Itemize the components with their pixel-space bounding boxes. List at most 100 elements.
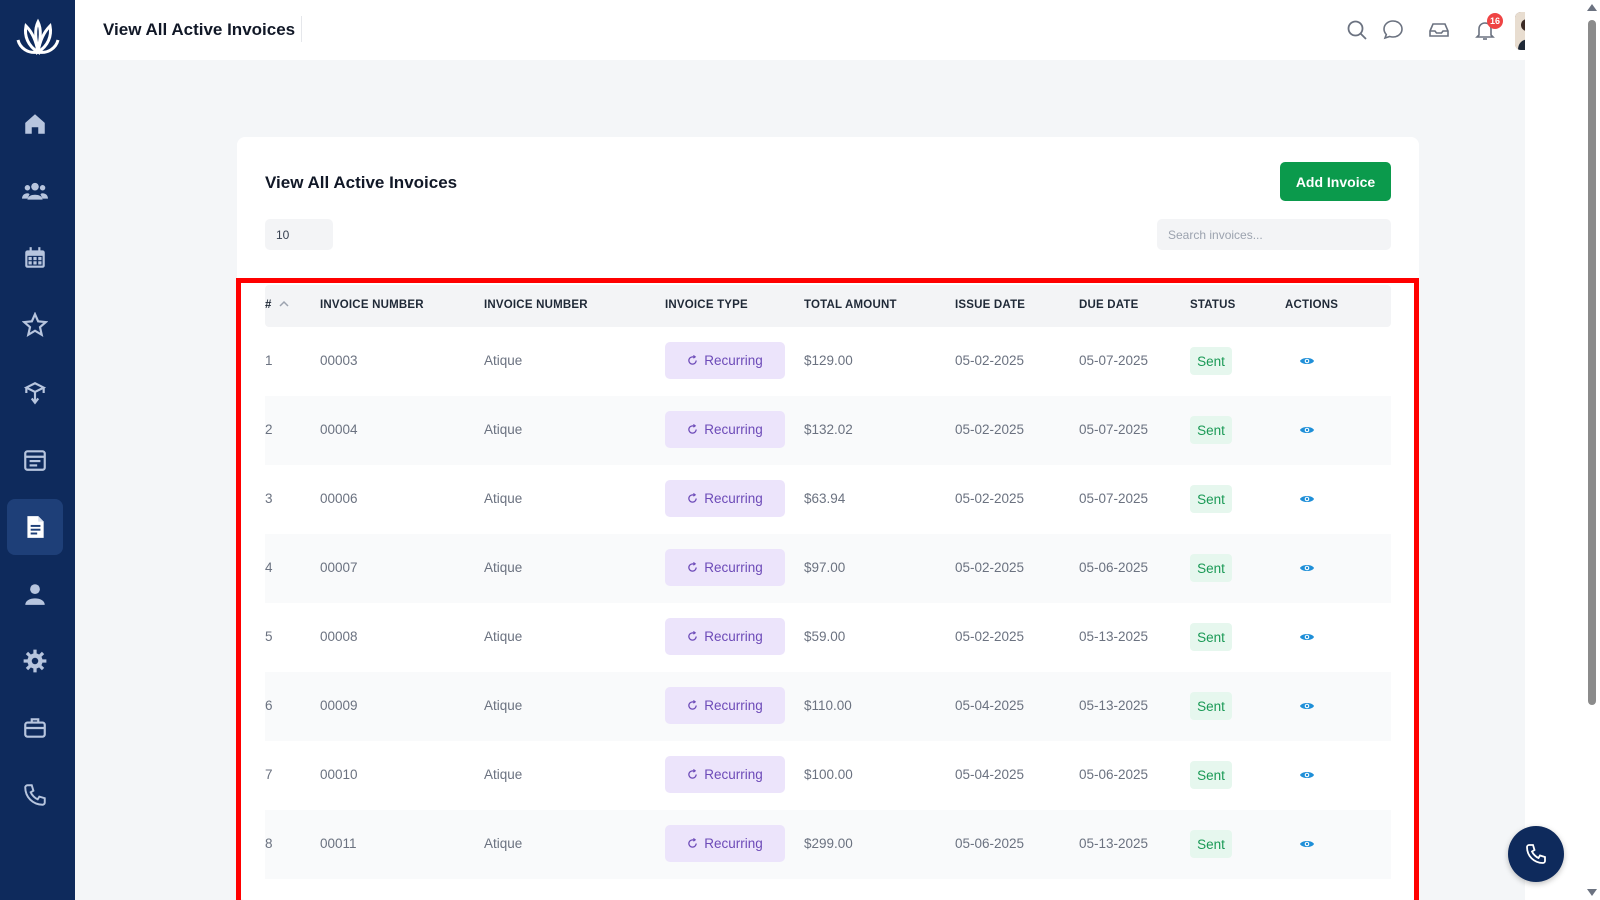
sidebar-item-schedule[interactable] [7, 432, 63, 488]
cell-due-date: 05-13-2025 [1079, 698, 1149, 713]
cell-index: 2 [265, 422, 273, 437]
recurring-icon [688, 769, 698, 779]
eye-icon [1300, 565, 1314, 571]
inbox-icon[interactable] [1427, 18, 1451, 42]
column-header-invoice-number[interactable]: INVOICE NUMBER [320, 299, 424, 311]
call-button[interactable] [1508, 826, 1564, 882]
invoice-type-badge: Recurring [665, 342, 785, 379]
scroll-down-arrow-icon[interactable] [1587, 889, 1597, 896]
column-header-actions: ACTIONS [1285, 299, 1339, 311]
cell-total-amount: $63.94 [804, 491, 846, 506]
view-invoice-button[interactable] [1298, 559, 1316, 577]
sidebar-item-jobs[interactable] [7, 700, 63, 756]
invoice-type-label: Recurring [704, 629, 763, 644]
invoice-icon [27, 516, 44, 538]
user-icon [25, 584, 45, 605]
scrollbar[interactable] [1584, 0, 1600, 900]
recurring-icon [688, 562, 698, 572]
sidebar-item-invoices[interactable] [7, 499, 63, 555]
sidebar-item-calendar[interactable] [7, 230, 63, 286]
cell-total-amount: $110.00 [804, 698, 852, 713]
column-header-status[interactable]: STATUS [1190, 299, 1236, 311]
phone-icon [24, 784, 46, 806]
recurring-icon [688, 424, 698, 434]
add-invoice-button[interactable]: Add Invoice [1280, 162, 1391, 201]
eye-icon [1300, 841, 1314, 847]
cell-due-date: 05-07-2025 [1079, 353, 1149, 368]
invoice-type-label: Recurring [704, 353, 763, 368]
column-header-total-amount[interactable]: TOTAL AMOUNT [804, 299, 897, 311]
view-invoice-button[interactable] [1298, 352, 1316, 370]
sidebar-item-home[interactable] [7, 96, 63, 152]
invoice-type-badge: Recurring [665, 549, 785, 586]
status-badge: Sent [1190, 416, 1232, 444]
invoice-type-label: Recurring [704, 767, 763, 782]
sidebar-item-profile[interactable] [7, 566, 63, 622]
recurring-icon [688, 700, 698, 710]
invoice-type-badge: Recurring [665, 618, 785, 655]
status-badge: Sent [1190, 554, 1232, 582]
cell-client: Atique [484, 491, 523, 506]
table-row: 3 00006 Atique $63.94 05-02-2025 05-07-2025 Re… [265, 465, 1391, 534]
cell-total-amount: $97.00 [804, 560, 846, 575]
cell-due-date: 05-13-2025 [1079, 629, 1149, 644]
column-header-invoice-type[interactable]: INVOICE TYPE [665, 299, 748, 311]
cell-total-amount: $132.02 [804, 422, 853, 437]
sidebar [0, 0, 75, 900]
card-title: View All Active Invoices [265, 173, 458, 192]
sidebar-item-products[interactable] [7, 365, 63, 421]
view-invoice-button[interactable] [1298, 766, 1316, 784]
invoice-type-label: Recurring [704, 491, 763, 506]
top-header: View All Active Invoices [75, 0, 1525, 60]
box-icon [23, 382, 47, 405]
cell-index: 4 [265, 560, 273, 575]
invoice-type-badge: Recurring [665, 825, 785, 862]
table-row: 7 00010 Atique $100.00 05-04-2025 05-06-2025 R… [265, 741, 1391, 810]
view-invoice-button[interactable] [1298, 421, 1316, 439]
cell-client: Atique [484, 353, 523, 368]
schedule-icon [24, 450, 46, 471]
users-icon [22, 182, 48, 200]
view-invoice-button[interactable] [1298, 490, 1316, 508]
sidebar-item-calls[interactable] [7, 767, 63, 823]
bell-icon[interactable] [1473, 18, 1497, 42]
search-icon[interactable] [1345, 18, 1369, 42]
cell-index: 6 [265, 698, 273, 713]
column-header-issue-date[interactable]: ISSUE DATE [955, 299, 1026, 311]
status-badge: Sent [1190, 761, 1232, 789]
gear-icon [23, 649, 47, 673]
table-row: 6 00009 Atique $110.00 05-04-2025 05-13-2025 R… [265, 672, 1391, 741]
cell-issue-date: 05-02-2025 [955, 491, 1025, 506]
sidebar-item-favorites[interactable] [7, 297, 63, 353]
recurring-icon [688, 838, 698, 848]
invoices-table: # INVOICE NUMBER INVOICE NUMBER INVOICE … [265, 285, 1391, 879]
sidebar-item-settings[interactable] [7, 633, 63, 689]
view-invoice-button[interactable] [1298, 628, 1316, 646]
scroll-thumb[interactable] [1588, 20, 1596, 705]
status-badge: Sent [1190, 830, 1232, 858]
lotus-logo-icon[interactable] [14, 16, 62, 60]
column-header-client[interactable]: INVOICE NUMBER [484, 299, 588, 311]
recurring-icon [688, 631, 698, 641]
eye-icon [1300, 772, 1314, 778]
cell-issue-date: 05-02-2025 [955, 422, 1025, 437]
invoice-type-badge: Recurring [665, 411, 785, 448]
cell-invoice-number: 00010 [320, 767, 358, 782]
view-invoice-button[interactable] [1298, 835, 1316, 853]
calendar-icon [25, 247, 45, 268]
eye-icon [1300, 496, 1314, 502]
scroll-up-arrow-icon[interactable] [1587, 4, 1597, 11]
cell-due-date: 05-06-2025 [1079, 767, 1149, 782]
sidebar-item-users[interactable] [7, 163, 63, 219]
page-size-select[interactable] [265, 219, 333, 250]
view-invoice-button[interactable] [1298, 697, 1316, 715]
column-header-due-date[interactable]: DUE DATE [1079, 299, 1139, 311]
cell-index: 3 [265, 491, 273, 506]
status-badge: Sent [1190, 347, 1232, 375]
chat-icon[interactable] [1381, 18, 1405, 42]
search-input[interactable] [1157, 219, 1391, 250]
column-header-index[interactable]: # [265, 299, 289, 311]
eye-icon [1300, 703, 1314, 709]
cell-invoice-number: 00009 [320, 698, 358, 713]
table-row: 5 00008 Atique $59.00 05-02-2025 05-13-2025 Re… [265, 603, 1391, 672]
